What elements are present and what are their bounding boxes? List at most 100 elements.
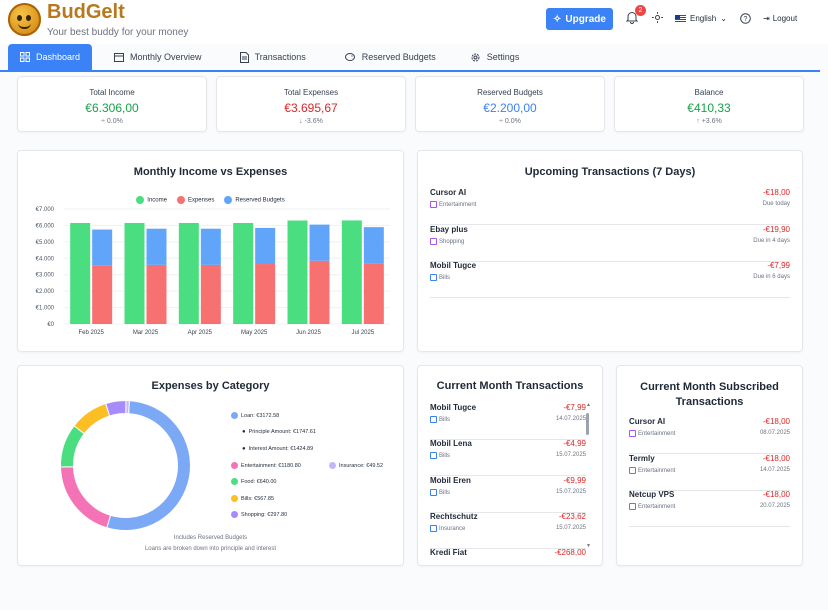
- list-item[interactable]: Mobil Tugce -€7,99 Bills Due in 6 days: [430, 261, 790, 298]
- help-icon[interactable]: ?: [740, 13, 751, 27]
- grid-icon: [20, 52, 30, 62]
- list-item[interactable]: Mobil Lena -€4,99 Bills 15.07.2025: [430, 439, 586, 476]
- bar-income: [178, 222, 199, 324]
- y-tick-label: €1.000: [36, 306, 55, 312]
- list-item[interactable]: Mobil Tugce -€7,99 Bills 14.07.2025: [430, 403, 586, 440]
- tab-transactions[interactable]: Transactions: [228, 44, 318, 70]
- logo-icon[interactable]: [8, 3, 41, 36]
- tab-bar: Dashboard Monthly Overview Transactions …: [8, 44, 537, 71]
- legend-principle: ● Principle Amount: €1747.61: [242, 429, 316, 435]
- category-note-reserved: Includes Reserved Budgets: [173, 535, 248, 541]
- notification-badge: 2: [635, 5, 646, 16]
- category-icon: [430, 238, 437, 245]
- language-selector[interactable]: English ⌄: [675, 14, 727, 23]
- expenses-by-category-card: Expenses by Category Loan: €3172.58 ● Pri…: [17, 365, 404, 566]
- x-tick-label: Mar 2025: [133, 330, 159, 336]
- upcoming-title: Upcoming Transactions (7 Days): [524, 166, 696, 178]
- bar-expenses: [363, 263, 384, 324]
- bar-expenses: [309, 260, 330, 324]
- donut-slice: [60, 466, 112, 529]
- x-tick-label: Jun 2025: [296, 330, 321, 336]
- stat-delta: ↑ +3.6%: [696, 118, 722, 125]
- list-item[interactable]: Kredi Fiat -€268,00: [430, 548, 586, 557]
- tab-dashboard[interactable]: Dashboard: [8, 44, 93, 70]
- list-item[interactable]: Termly -€18,00 Entertainment 14.07.2025: [629, 454, 790, 491]
- stat-label: Reserved Budgets: [477, 88, 543, 97]
- bar-income: [287, 220, 308, 324]
- subscribed-transactions-card: Current Month Subscribed Transactions Cu…: [616, 365, 803, 566]
- piggy-bank-icon: [344, 53, 355, 61]
- income-expenses-card: Monthly Income vs Expenses Income Expens…: [17, 150, 404, 352]
- donut-slice: [125, 399, 130, 415]
- legend-loan[interactable]: Loan: €3172.58: [231, 412, 279, 419]
- tab-monthly-overview[interactable]: Monthly Overview: [102, 44, 214, 70]
- donut-slice: [73, 402, 111, 435]
- bar-reserved: [363, 227, 384, 264]
- stat-card-balance: Balance €410,33 ↑ +3.6%: [614, 76, 804, 132]
- gear-icon: [471, 53, 480, 61]
- list-item[interactable]: Ebay plus -€19,90 Shopping Due in 4 days: [430, 225, 790, 262]
- x-tick-label: Feb 2025: [78, 330, 104, 336]
- logout-icon: ⇥: [763, 14, 770, 23]
- scroll-down-icon: ▼: [586, 543, 591, 549]
- y-tick-label: €7.000: [36, 207, 55, 213]
- current-tx-list[interactable]: Mobil Tugce -€7,99 Bills 14.07.2025 Mobil…: [418, 366, 598, 565]
- bar-income: [233, 222, 254, 324]
- bar-reserved: [92, 229, 113, 266]
- bar-reserved: [146, 228, 167, 265]
- logout-button[interactable]: ⇥ Logout: [763, 14, 798, 23]
- x-tick-label: Jul 2025: [351, 330, 374, 336]
- subscribed-title: Current Month Subscribed Transactions: [640, 381, 779, 408]
- stat-value: €6.306,00: [85, 101, 139, 115]
- legend-interest: ● Interest Amount: €1424.89: [242, 446, 314, 452]
- list-item[interactable]: Netcup VPS -€18,00 Entertainment 20.07.20…: [629, 490, 790, 527]
- top-bar: BudGelt Your best buddy for your money ✧…: [0, 0, 828, 44]
- bar-expenses: [146, 264, 167, 324]
- bar-expenses: [92, 265, 113, 324]
- legend-food[interactable]: Food: €640.00: [231, 478, 276, 485]
- stat-value: €410,33: [687, 101, 731, 115]
- sparkle-icon: ✧: [553, 13, 562, 25]
- category-note-loans: Loans are broken down into principle and…: [144, 546, 277, 552]
- scrollbar[interactable]: ▲ ▼: [586, 402, 591, 549]
- legend-entertainment[interactable]: Entertainment: €1180.80: [231, 462, 301, 469]
- current-month-transactions-card: Current Month Transactions Mobil Tugce -€…: [417, 365, 603, 566]
- legend-bills[interactable]: Bills: €567.85: [231, 495, 274, 502]
- stat-label: Total Income: [89, 88, 135, 97]
- y-tick-label: €0: [47, 322, 54, 328]
- legend-item-income[interactable]: Income: [136, 196, 167, 204]
- tagline: Your best buddy for your money: [47, 27, 189, 38]
- bar-reserved: [309, 224, 330, 261]
- document-icon: [239, 51, 249, 63]
- stat-delta: ↓ -3.6%: [299, 118, 323, 125]
- tab-settings[interactable]: Settings: [458, 44, 532, 70]
- donut-slice: [60, 425, 86, 468]
- category-icon: [430, 201, 437, 208]
- stat-value: €3.695,67: [284, 101, 338, 115]
- sun-icon[interactable]: [652, 12, 663, 26]
- legend-shopping[interactable]: Shopping: €297.80: [231, 511, 287, 518]
- y-tick-label: €3.000: [36, 273, 55, 279]
- tab-reserved-budgets[interactable]: Reserved Budgets: [332, 44, 448, 70]
- legend-item-reserved[interactable]: Reserved Budgets: [224, 196, 285, 204]
- stat-value: €2.200,00: [483, 101, 537, 115]
- list-item[interactable]: Cursor AI -€18,00 Entertainment 08.07.202…: [629, 417, 790, 454]
- list-item[interactable]: Mobil Eren -€9,99 Bills 15.07.2025: [430, 476, 586, 513]
- tab-underline: [0, 70, 820, 72]
- upgrade-button[interactable]: ✧ Upgrade: [546, 8, 613, 30]
- bar-expenses: [200, 264, 221, 324]
- us-flag-icon: [675, 15, 686, 22]
- chart-title: Monthly Income vs Expenses: [133, 166, 288, 178]
- scrollbar-thumb: [586, 413, 589, 435]
- income-expenses-chart: €0 €1.000 €2.000 €3.000 €4.000 €5.000 €6.000 €7…: [36, 207, 390, 336]
- x-tick-label: Apr 2025: [188, 330, 213, 336]
- legend-item-expenses[interactable]: Expenses: [176, 196, 214, 204]
- list-item[interactable]: Cursor AI -€18,00 Entertainment Due today: [430, 188, 790, 225]
- bar-reserved: [255, 227, 276, 265]
- y-tick-label: €4.000: [36, 256, 55, 262]
- bell-icon[interactable]: [625, 11, 639, 27]
- stat-card-total-income: Total Income €6.306,00 ÷ 0.0%: [17, 76, 207, 132]
- list-item[interactable]: Rechtschutz -€23,62 Insurance 15.07.2025: [430, 512, 586, 549]
- stat-label: Balance: [694, 88, 724, 97]
- legend-insurance[interactable]: Insurance: €49.52: [329, 462, 383, 469]
